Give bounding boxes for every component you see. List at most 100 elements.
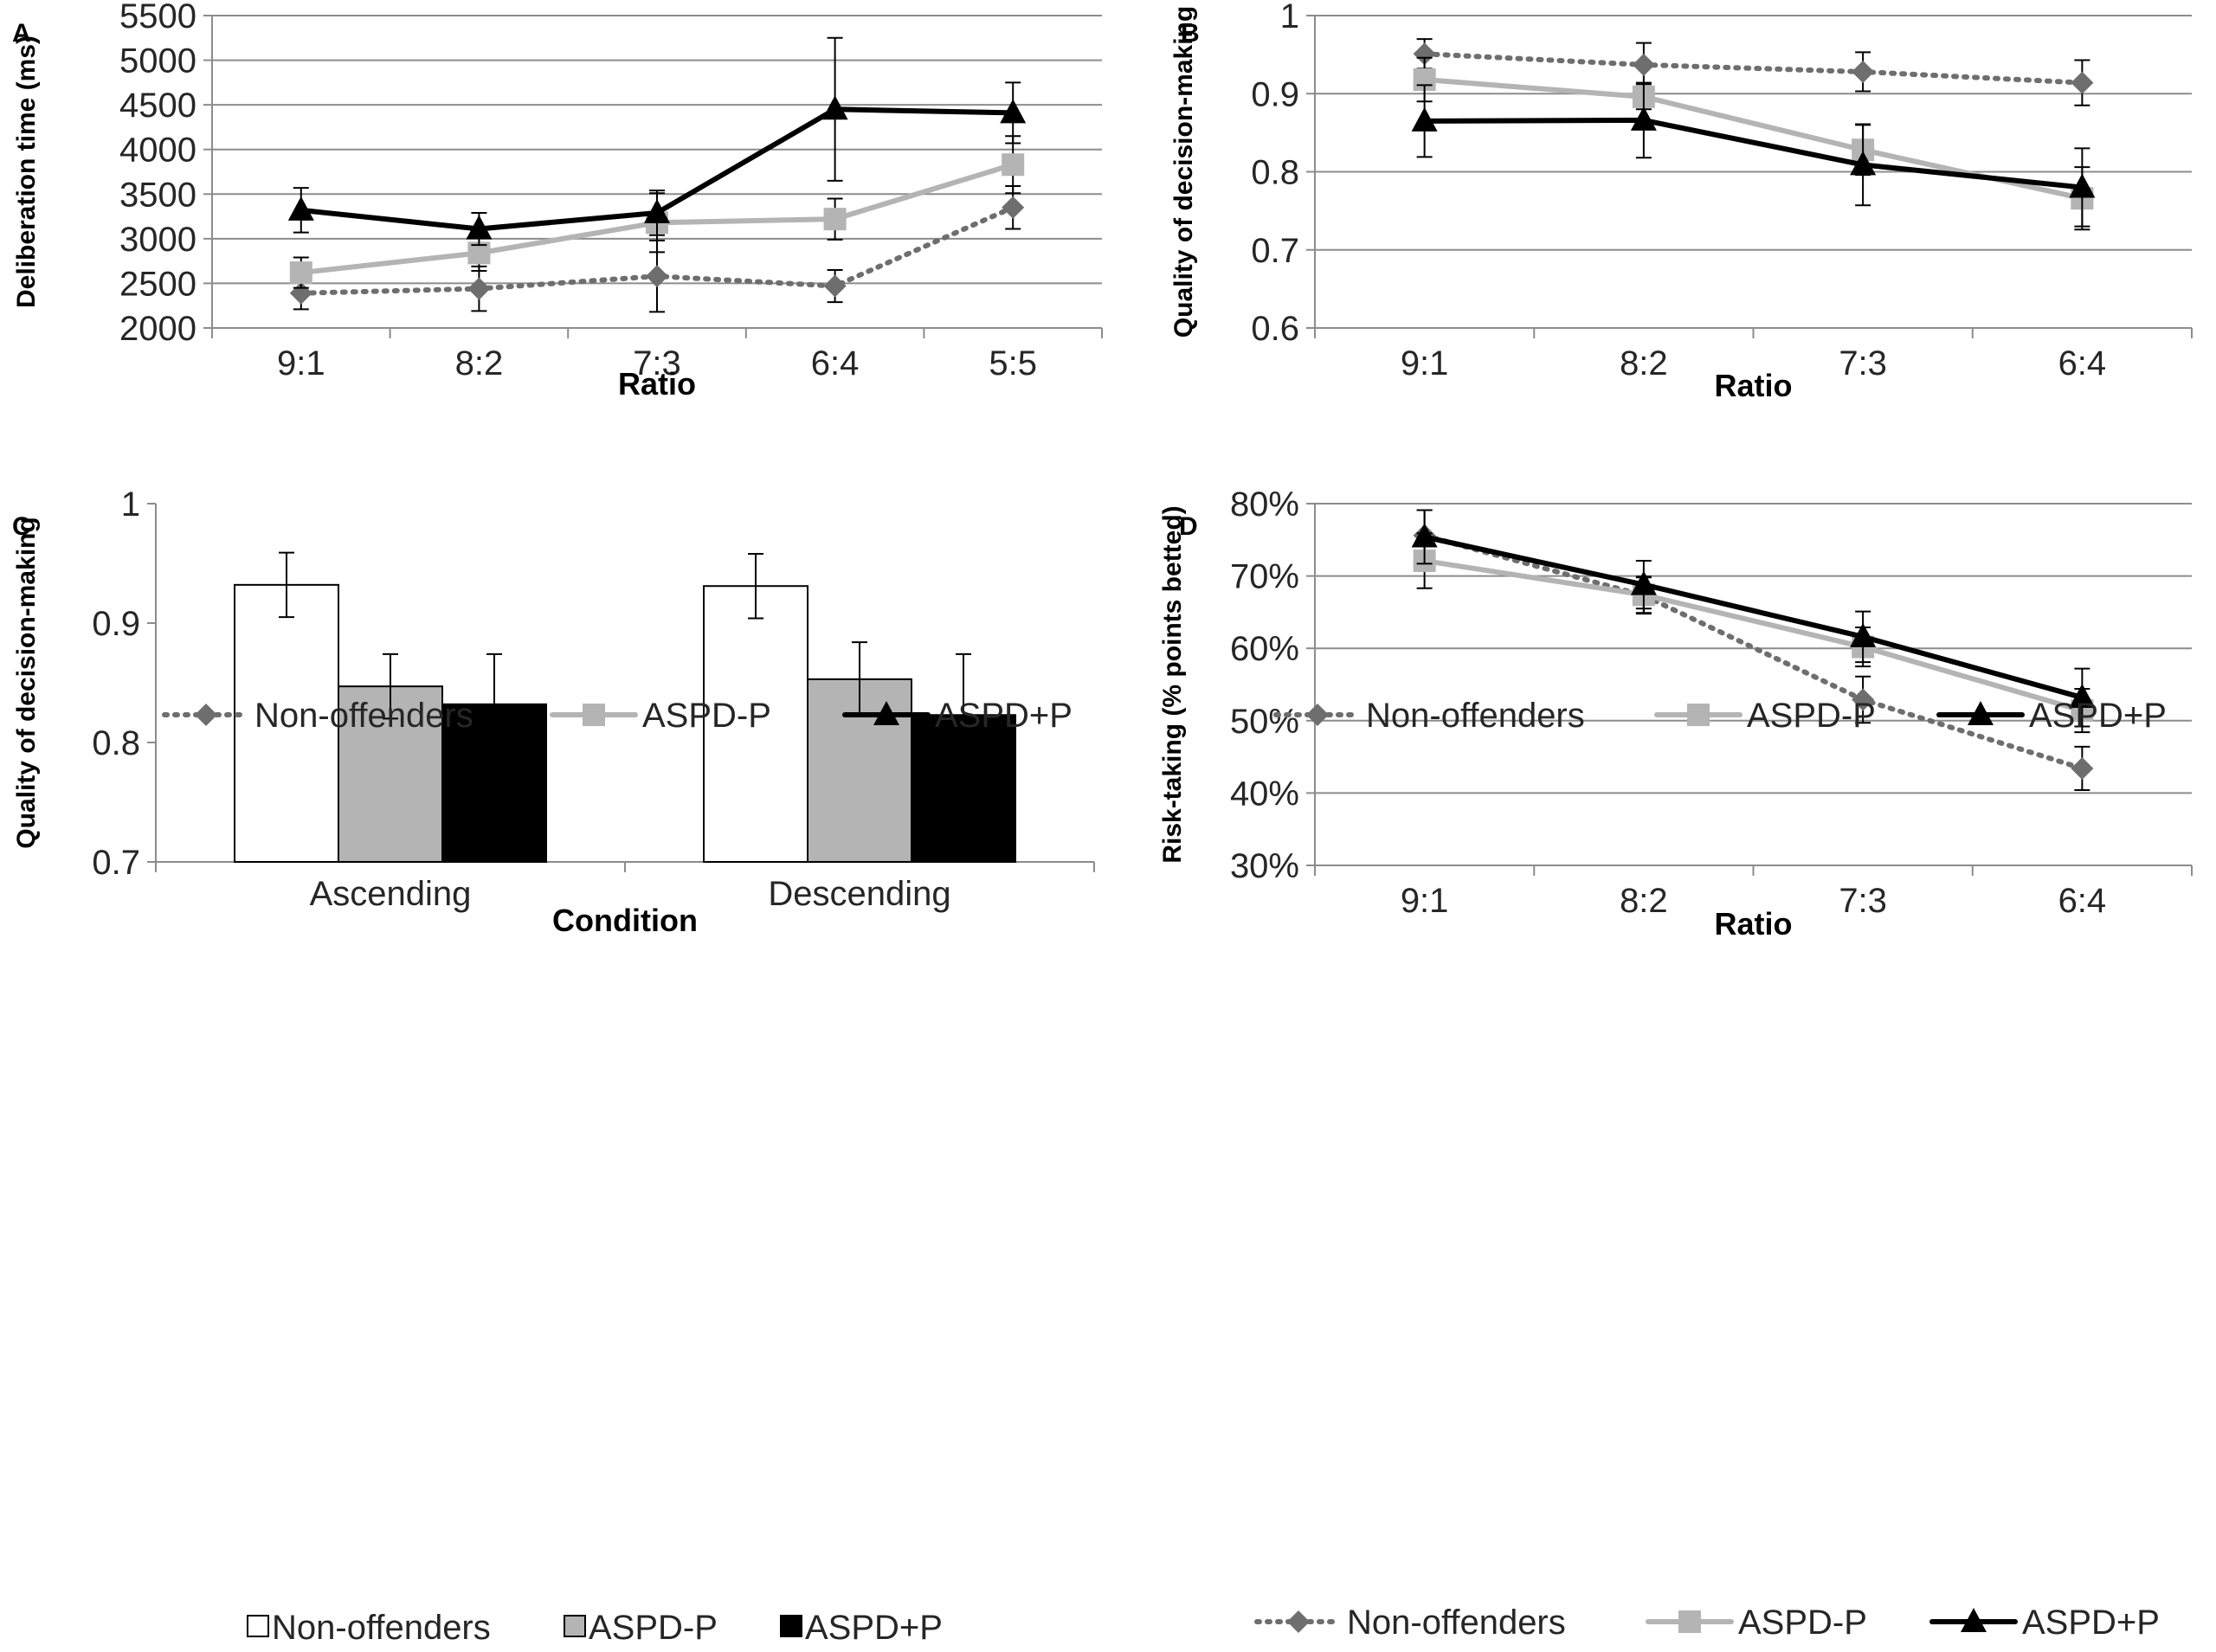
data-point-diamond [1852,60,1875,83]
y-tick-label: 0.6 [1251,310,1299,348]
y-axis-title: Risk-taking (% points betted) [1158,505,1187,863]
series-line [1421,532,2085,771]
data-point-triangle [1000,99,1027,124]
y-tick-label: 70% [1230,558,1299,596]
legend-marker-square [583,704,605,726]
data-point-triangle [2069,173,2096,198]
legend-swatch [247,1615,269,1637]
x-axis-title: Condition [552,903,698,938]
data-point-triangle [1411,106,1438,132]
data-point-triangle [2069,684,2096,709]
y-tick-label: 0.9 [92,605,140,643]
data-point-diamond [1852,688,1875,711]
legend-label: ASPD+P [935,697,1073,735]
legend-marker-diamond [195,704,217,726]
legend-marker-diamond [1287,1610,1310,1633]
y-axis-title: Deliberation time (ms) [12,35,41,308]
chart-panel-c: 0.7 0.8 0.9 1 Ascending Descending Condition Qu… [12,485,1095,938]
series-line [1421,77,2085,202]
x-tick-label: 8:2 [1620,344,1668,382]
chart-panel-d: 30% 40% 50% 60% 70% 80% 9:1 8:2 7:3 6:4 Ratio Risk-… [1158,485,2193,942]
chart-panel-b: 0.6 0.7 0.8 0.9 1 9:1 8:2 7:3 6:4 Ratio Quality of… [1169,0,2193,403]
legend-marker-square [1678,1610,1701,1633]
legend-marker-triangle [873,701,899,725]
legend-swatch [564,1615,586,1637]
legend-marker-triangle [1968,701,1994,725]
legend-item-non-offenders: Non-offenders [247,1609,491,1647]
data-point-diamond [1413,42,1436,66]
x-tick-label: 7:3 [1839,882,1887,920]
legend-label: ASPD-P [1747,697,1876,735]
data-point-diamond [823,274,847,298]
panel-letter: B [1181,19,1200,48]
series-line [1421,117,2085,190]
y-tick-label: 80% [1230,485,1299,524]
data-point-diamond [2071,756,2094,780]
x-axis-title: Ratio [618,366,696,402]
y-tick-label: 5000 [119,42,196,80]
legend-item-aspd-p: ASPD+P [1929,1604,2160,1642]
legend-item-aspd-p: ASPD+P [780,1609,943,1647]
data-point-triangle [287,196,314,221]
legend-item-non-offenders: Non-offenders [162,697,473,735]
x-axis-title: Ratio [1715,368,1793,403]
data-point-square [1002,153,1025,177]
legend-label: ASPD+P [2029,697,2167,735]
legend-marker-square [1687,704,1710,726]
y-axis-title: Quality of decision-making [1169,6,1198,337]
panel-letter: C [12,512,31,541]
data-point-triangle [1630,106,1657,131]
y-tick-label: 1 [1280,0,1299,35]
chart-panel-a: 2000 2500 3000 3500 4000 4500 5000 5500 9:1 8:2 7:… [12,0,1103,402]
panel-letter: D [1179,512,1198,541]
x-tick-label: 5:5 [989,344,1037,382]
legend-marker-diamond [1306,704,1329,726]
y-tick-label: 0.7 [1251,232,1299,270]
panel-letter: A [12,19,31,48]
legend-swatch [780,1615,802,1637]
y-tick-label: 0.8 [1251,154,1299,192]
data-point-diamond [646,265,668,288]
x-tick-label: 8:2 [455,344,504,382]
data-point-triangle [821,95,848,120]
y-tick-label: 3500 [119,176,196,214]
y-tick-label: 1 [121,485,140,524]
legend-item-aspd-p: ASPD-P [550,697,771,735]
legend-panel-b: Non-offenders ASPD-P ASPD+P [1273,697,2167,735]
series-non-offenders [1413,509,2094,792]
data-point-square [289,261,312,285]
y-tick-label: 60% [1230,630,1299,668]
legend-item-non-offenders: Non-offenders [1254,1604,1566,1642]
legend-label: Non-offenders [1366,697,1585,735]
legend-label: ASPD+P [805,1609,943,1647]
data-point-triangle [466,215,493,240]
data-point-diamond [2071,71,2094,94]
series-non-offenders [1413,38,2094,106]
y-tick-label: 30% [1230,847,1299,885]
series-line [1421,534,2085,701]
x-tick-label: Descending [768,875,950,913]
data-point-square [823,208,847,231]
data-point-triangle [644,198,670,223]
data-point-diamond [467,277,491,300]
legend-label: Non-offenders [1347,1604,1566,1642]
x-tick-label: 6:4 [2058,344,2107,382]
x-tick-label: 9:1 [277,344,325,382]
y-tick-label: 0.9 [1251,75,1299,113]
legend-label: ASPD-P [589,1609,718,1647]
y-tick-label: 0.8 [92,724,140,762]
legend-panel-c: Non-offenders ASPD-P ASPD+P [247,1609,943,1647]
legend-panel-a: Non-offenders ASPD-P ASPD+P [162,697,1073,735]
data-point-triangle [1850,622,1877,647]
y-tick-label: 50% [1230,703,1299,741]
data-point-diamond [1002,196,1025,219]
legend-item-aspd-p: ASPD+P [1936,697,2167,735]
x-tick-label: 6:4 [811,344,860,382]
x-tick-label: 7:3 [1839,344,1887,382]
legend-label: Non-offenders [272,1609,491,1647]
series-aspd-p [1411,509,2096,728]
y-tick-label: 2500 [119,265,196,303]
x-tick-label: 9:1 [1401,882,1449,920]
data-point-triangle [1630,570,1657,595]
